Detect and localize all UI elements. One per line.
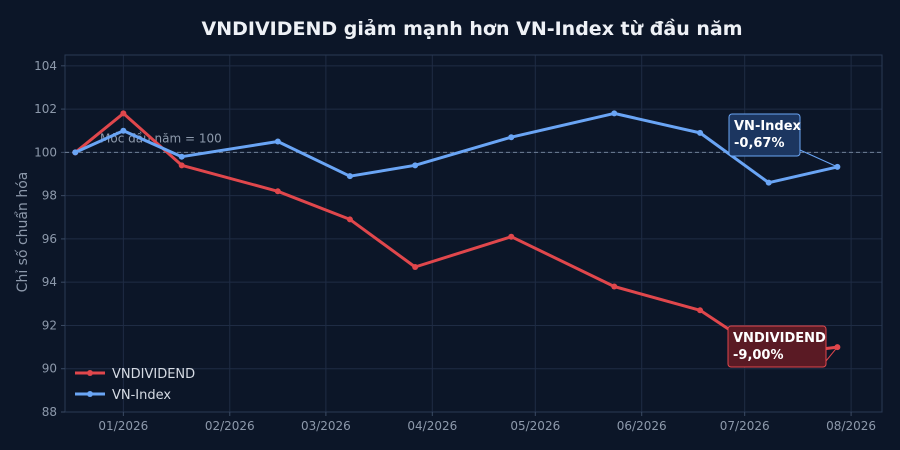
y-tick-label: 90 — [42, 362, 57, 376]
data-point — [611, 110, 618, 117]
annotation-box — [728, 113, 801, 157]
y-tick-label: 96 — [42, 232, 57, 246]
data-point — [697, 307, 704, 314]
annotation-series-label: VNDIVIDEND — [733, 331, 826, 346]
y-axis-label: Chỉ số chuẩn hóa — [14, 172, 31, 293]
data-point — [765, 179, 772, 186]
data-point — [178, 153, 185, 160]
legend-marker — [87, 391, 93, 397]
end-annotations: VN-Index -0,67% VNDIVIDEND -9,00% — [727, 113, 838, 368]
data-point — [178, 162, 185, 169]
legend-label: VN-Index — [112, 388, 171, 403]
data-point — [412, 264, 419, 271]
data-point — [346, 173, 353, 180]
y-tick-label: 92 — [42, 318, 57, 332]
annotation-box — [727, 325, 827, 368]
data-point — [346, 216, 353, 223]
x-tick-label: 01/2026 — [98, 419, 148, 433]
annotation-change-label: -0,67% — [734, 136, 785, 151]
axes: 88 90 92 94 96 98 100 102 104 01/2026 02/2026 03/20… — [34, 54, 883, 433]
data-point — [274, 138, 281, 145]
annotation-leader — [825, 346, 838, 362]
data-point — [611, 283, 618, 290]
data-point — [412, 162, 419, 169]
gridlines — [65, 55, 882, 413]
data-point — [72, 149, 79, 156]
annotation-change-label: -9,00% — [733, 348, 784, 363]
x-tick-label: 05/2026 — [510, 419, 560, 433]
x-tick-label: 06/2026 — [617, 419, 667, 433]
data-point — [120, 127, 127, 134]
x-tick-label: 03/2026 — [301, 419, 351, 433]
annotation-leader — [799, 149, 838, 168]
data-point — [274, 188, 281, 195]
y-tick-label: 88 — [42, 405, 57, 419]
legend-marker — [87, 370, 93, 376]
data-point — [508, 134, 515, 141]
data-point — [508, 233, 515, 240]
series-lines — [72, 110, 841, 359]
y-tick-label: 98 — [42, 189, 57, 203]
series-line-vn-index — [74, 111, 838, 185]
legend: VNDIVIDEND VN-Index — [75, 367, 195, 403]
chart-title: VNDIVIDEND giảm mạnh hơn VN-Index từ đầu… — [202, 17, 743, 40]
y-tick-label: 100 — [34, 145, 57, 159]
annotation-series-label: VN-Index — [734, 119, 802, 134]
data-point — [120, 110, 127, 117]
x-tick-label: 04/2026 — [407, 419, 457, 433]
legend-label: VNDIVIDEND — [112, 367, 195, 382]
x-tick-label: 08/2026 — [826, 419, 876, 433]
data-point — [697, 129, 704, 136]
x-tick-label: 02/2026 — [205, 419, 255, 433]
y-tick-label: 94 — [42, 275, 57, 289]
y-tick-label: 104 — [34, 59, 57, 73]
plot-frame — [64, 54, 883, 413]
y-tick-label: 102 — [34, 102, 57, 116]
x-tick-label: 07/2026 — [720, 419, 770, 433]
